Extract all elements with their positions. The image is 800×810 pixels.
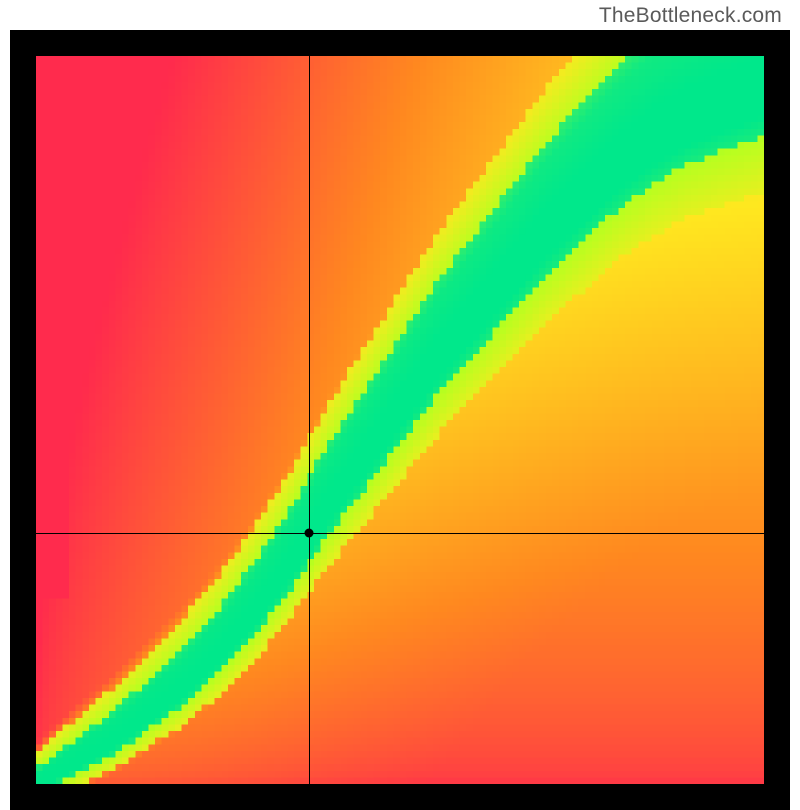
crosshair-marker: [305, 528, 314, 537]
crosshair-horizontal: [36, 533, 764, 534]
crosshair-vertical: [309, 56, 310, 784]
plot-area: [36, 56, 764, 784]
heatmap-canvas: [36, 56, 764, 784]
plot-frame: [10, 30, 790, 810]
chart-container: TheBottleneck.com: [0, 0, 800, 800]
watermark-text: TheBottleneck.com: [599, 4, 782, 28]
